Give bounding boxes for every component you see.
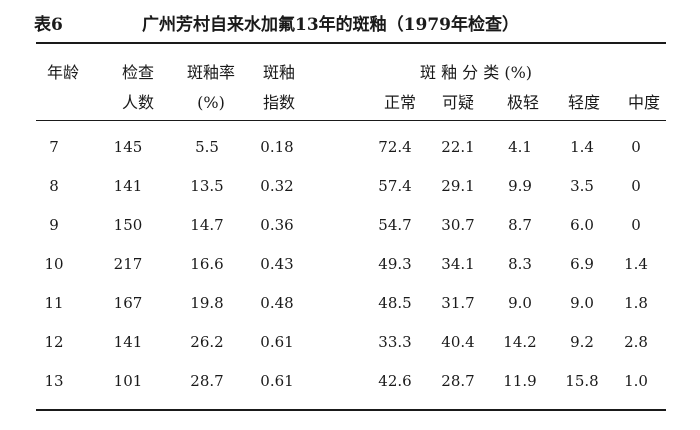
table-row: 12 141 26.2 0.61 33.3 40.4 14.2 9.2 2.8 xyxy=(0,332,700,352)
cell-normal: 72.4 xyxy=(378,138,412,156)
cell-normal: 49.3 xyxy=(378,255,412,273)
cell-rate: 26.2 xyxy=(190,333,224,351)
cell-very-mild: 11.9 xyxy=(503,372,537,390)
header-index-line1: 斑釉 xyxy=(262,63,296,82)
cell-moderate: 0 xyxy=(631,216,641,234)
cell-examined: 141 xyxy=(113,333,143,351)
cell-index: 0.32 xyxy=(260,177,294,195)
cell-age: 12 xyxy=(44,333,64,351)
cell-very-mild: 14.2 xyxy=(503,333,537,351)
cell-questionable: 31.7 xyxy=(441,294,475,312)
cell-age: 11 xyxy=(44,294,64,312)
cell-normal: 42.6 xyxy=(378,372,412,390)
table-row: 7 145 5.5 0.18 72.4 22.1 4.1 1.4 0 xyxy=(0,137,700,157)
table-title: 广州芳村自来水加氟13年的斑釉（1979年检查） xyxy=(142,15,519,35)
cell-examined: 141 xyxy=(113,177,143,195)
header-index-line2: 指数 xyxy=(262,93,296,112)
cell-very-mild: 4.1 xyxy=(508,138,532,156)
cell-index: 0.43 xyxy=(260,255,294,273)
cell-normal: 33.3 xyxy=(378,333,412,351)
header-examined-line2: 人数 xyxy=(121,93,155,112)
table-row: 11 167 19.8 0.48 48.5 31.7 9.0 9.0 1.8 xyxy=(0,293,700,313)
cell-index: 0.48 xyxy=(260,294,294,312)
header-rule xyxy=(36,120,666,121)
cell-moderate: 2.8 xyxy=(624,333,648,351)
top-rule xyxy=(36,42,666,44)
cell-questionable: 22.1 xyxy=(441,138,475,156)
cell-moderate: 1.4 xyxy=(624,255,648,273)
cell-very-mild: 9.0 xyxy=(508,294,532,312)
cell-index: 0.61 xyxy=(260,372,294,390)
cell-mild: 6.9 xyxy=(570,255,594,273)
header-age: 年龄 xyxy=(46,63,80,82)
cell-index: 0.18 xyxy=(260,138,294,156)
cell-questionable: 30.7 xyxy=(441,216,475,234)
header-questionable: 可疑 xyxy=(441,93,475,112)
cell-rate: 14.7 xyxy=(190,216,224,234)
table-caption: 表6 广州芳村自来水加氟13年的斑釉（1979年检查） xyxy=(30,10,670,36)
cell-rate: 5.5 xyxy=(195,138,219,156)
cell-mild: 3.5 xyxy=(570,177,594,195)
cell-examined: 145 xyxy=(113,138,143,156)
table-row: 10 217 16.6 0.43 49.3 34.1 8.3 6.9 1.4 xyxy=(0,254,700,274)
table-row: 9 150 14.7 0.36 54.7 30.7 8.7 6.0 0 xyxy=(0,215,700,235)
header-rate-line2: (%) xyxy=(197,93,225,112)
cell-moderate: 1.0 xyxy=(624,372,648,390)
table-row: 8 141 13.5 0.32 57.4 29.1 9.9 3.5 0 xyxy=(0,176,700,196)
cell-age: 7 xyxy=(49,138,59,156)
cell-age: 13 xyxy=(44,372,64,390)
header-mild: 轻度 xyxy=(567,93,601,112)
cell-questionable: 40.4 xyxy=(441,333,475,351)
bottom-rule xyxy=(36,409,666,411)
cell-examined: 150 xyxy=(113,216,143,234)
cell-very-mild: 9.9 xyxy=(508,177,532,195)
cell-age: 9 xyxy=(49,216,59,234)
cell-examined: 101 xyxy=(113,372,143,390)
cell-rate: 13.5 xyxy=(190,177,224,195)
cell-mild: 9.0 xyxy=(570,294,594,312)
cell-very-mild: 8.3 xyxy=(508,255,532,273)
cell-index: 0.61 xyxy=(260,333,294,351)
cell-mild: 1.4 xyxy=(570,138,594,156)
table-row: 13 101 28.7 0.61 42.6 28.7 11.9 15.8 1.0 xyxy=(0,371,700,391)
cell-age: 8 xyxy=(49,177,59,195)
cell-moderate: 1.8 xyxy=(624,294,648,312)
cell-rate: 28.7 xyxy=(190,372,224,390)
header-moderate: 中度 xyxy=(627,93,661,112)
cell-normal: 54.7 xyxy=(378,216,412,234)
cell-questionable: 29.1 xyxy=(441,177,475,195)
cell-moderate: 0 xyxy=(631,177,641,195)
header-rate-line1: 斑釉率 xyxy=(186,63,236,82)
cell-normal: 57.4 xyxy=(378,177,412,195)
cell-very-mild: 8.7 xyxy=(508,216,532,234)
cell-mild: 15.8 xyxy=(565,372,599,390)
cell-mild: 9.2 xyxy=(570,333,594,351)
cell-age: 10 xyxy=(44,255,64,273)
cell-mild: 6.0 xyxy=(570,216,594,234)
cell-rate: 19.8 xyxy=(190,294,224,312)
cell-moderate: 0 xyxy=(631,138,641,156)
cell-examined: 167 xyxy=(113,294,143,312)
cell-questionable: 28.7 xyxy=(441,372,475,390)
cell-normal: 48.5 xyxy=(378,294,412,312)
header-very-mild: 极轻 xyxy=(506,93,540,112)
header-classification-group: 斑 釉 分 类 (%) xyxy=(420,63,533,82)
cell-index: 0.36 xyxy=(260,216,294,234)
table-label: 表6 xyxy=(34,15,63,35)
cell-rate: 16.6 xyxy=(190,255,224,273)
header-normal: 正常 xyxy=(383,93,417,112)
cell-questionable: 34.1 xyxy=(441,255,475,273)
header-examined-line1: 检查 xyxy=(121,63,155,82)
cell-examined: 217 xyxy=(113,255,143,273)
